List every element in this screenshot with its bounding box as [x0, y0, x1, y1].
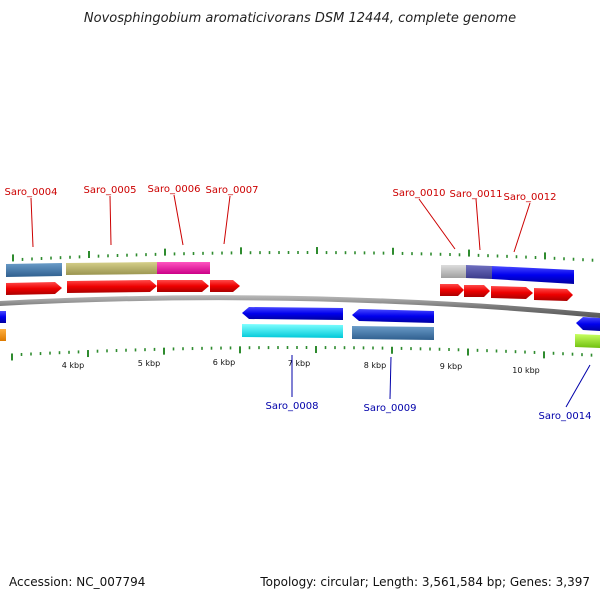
gene-arrow-saro-0014 [576, 317, 600, 331]
gene-arrow-saro-0011 [464, 285, 490, 297]
gene-arrow-saro-0012a [491, 286, 533, 299]
label-leader [475, 198, 481, 251]
feature-bar-saro-0005 [66, 262, 157, 275]
scale-labels: 4 kbp 5 kbp 6 kbp 7 kbp 8 kbp 9 kbp 10 k… [62, 358, 540, 375]
gene-label-saro-0014[interactable]: Saro_0014 [539, 411, 592, 422]
gene-arrow-saro-0007 [210, 280, 240, 292]
reverse-gene-track [0, 307, 600, 331]
scale-label: 5 kbp [138, 359, 160, 368]
gene-label-saro-0012[interactable]: Saro_0012 [504, 192, 557, 203]
gene-label-saro-0008[interactable]: Saro_0008 [266, 401, 319, 412]
feature-bar-saro-0009 [352, 326, 434, 340]
feature-bar-saro-0010 [441, 265, 466, 278]
label-leader [109, 195, 112, 246]
scale-label: 7 kbp [288, 359, 310, 368]
accession-text: Accession: NC_007794 [9, 575, 145, 589]
gene-arrow-saro-0005 [67, 280, 157, 293]
reverse-gene-labels: Saro_0008 Saro_0009 Saro_0014 [266, 355, 592, 422]
label-leader [389, 356, 392, 400]
scale-label: 9 kbp [440, 362, 462, 371]
gene-arrow-saro-0006 [157, 280, 209, 292]
genome-backbone [0, 295, 600, 318]
feature-bar-saro-0011 [466, 265, 492, 279]
reverse-feature-track [0, 324, 600, 348]
gene-label-saro-0004[interactable]: Saro_0004 [5, 187, 58, 198]
gene-label-saro-0005[interactable]: Saro_0005 [84, 185, 137, 196]
scale-label: 10 kbp [512, 366, 540, 375]
label-leader [513, 202, 531, 253]
gene-arrow-saro-0004 [6, 282, 62, 295]
top-tick-row [12, 247, 594, 262]
feature-bar-saro-0008 [242, 324, 343, 338]
feature-bar-saro-0006 [157, 262, 210, 274]
map-title: Novosphingobium aromaticivorans DSM 1244… [84, 11, 516, 26]
gene-label-saro-0006[interactable]: Saro_0006 [148, 184, 201, 195]
gene-label-saro-0009[interactable]: Saro_0009 [364, 403, 417, 414]
scale-label: 8 kbp [364, 361, 386, 370]
label-leader [30, 197, 34, 248]
gene-arrow-edge-left [0, 311, 6, 323]
gene-arrow-saro-0008 [242, 307, 343, 320]
bottom-tick-row [11, 346, 593, 361]
gene-label-saro-0011[interactable]: Saro_0011 [450, 189, 503, 200]
label-leader [173, 194, 184, 246]
label-leader [223, 195, 231, 245]
gene-arrow-saro-0009 [352, 309, 434, 323]
label-leader [418, 198, 456, 250]
feature-bar-saro-0004 [6, 263, 62, 277]
feature-bar-saro-0014 [575, 334, 600, 348]
gene-label-saro-0010[interactable]: Saro_0010 [393, 188, 446, 199]
gene-arrow-saro-0012b [534, 288, 573, 301]
label-leader [565, 364, 591, 408]
forward-gene-track [6, 280, 573, 301]
genome-summary-text: Topology: circular; Length: 3,561,584 bp… [259, 575, 590, 589]
feature-bar-saro-0012 [492, 266, 574, 284]
gene-label-saro-0007[interactable]: Saro_0007 [206, 185, 259, 196]
scale-label: 6 kbp [213, 358, 235, 367]
scale-label: 4 kbp [62, 361, 84, 370]
gene-arrow-saro-0010 [440, 284, 464, 296]
feature-bar-edge-left [0, 329, 6, 341]
forward-feature-track [6, 262, 574, 284]
forward-gene-labels: Saro_0004 Saro_0005 Saro_0006 Saro_0007 … [5, 184, 557, 253]
